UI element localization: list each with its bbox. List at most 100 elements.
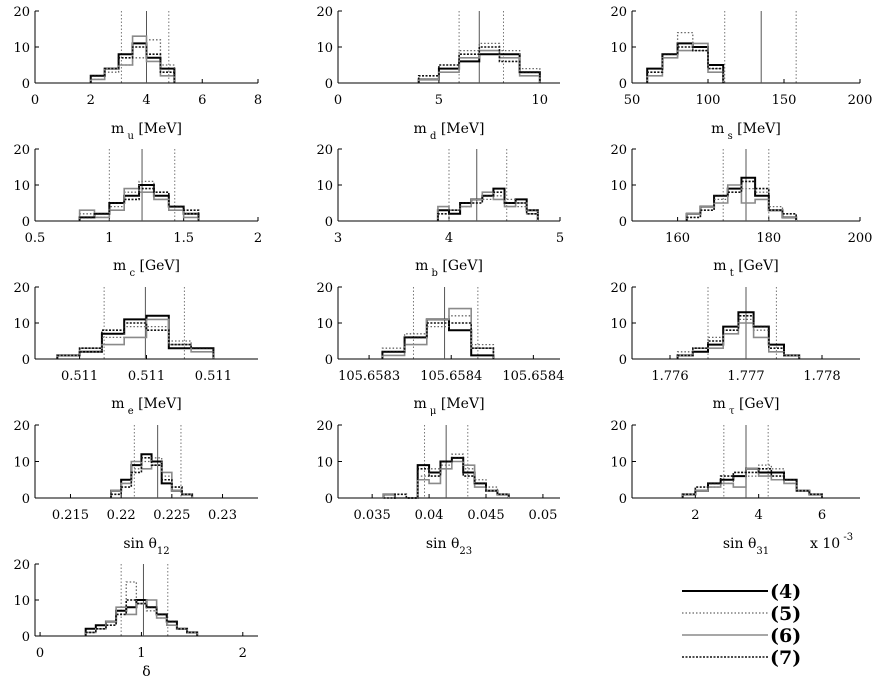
x-axis-label: m d [MeV] (414, 121, 485, 142)
x-tick-label: 4 (755, 508, 763, 523)
y-tick-label: 20 (610, 281, 627, 296)
x-tick-label: 10 (532, 93, 549, 108)
histogram-series-7 (110, 457, 193, 498)
histogram-series-5 (437, 195, 539, 221)
legend-label-4: (4) (770, 581, 801, 603)
x-tick-label: 200 (848, 93, 872, 108)
legend: (4)(5)(6)(7) (682, 581, 801, 669)
y-tick-label: 0 (325, 215, 333, 230)
histogram-series-7 (681, 468, 823, 498)
x-tick-label: 0.045 (467, 508, 504, 523)
x-tick-label: 180 (756, 231, 781, 246)
histogram-series-6 (78, 187, 200, 221)
histogram-series-6 (381, 307, 495, 359)
x-tick-label: 4 (142, 93, 150, 108)
y-tick-label: 0 (325, 77, 333, 92)
y-tick-label: 20 (610, 419, 627, 434)
x-tick-label: 0.5 (25, 231, 46, 246)
x-tick-label: 2 (691, 508, 699, 523)
x-tick-label: 200 (848, 231, 872, 246)
y-tick-label: 10 (13, 179, 30, 194)
y-tick-label: 0 (619, 353, 627, 368)
x-tick-label: 5 (435, 93, 443, 108)
x-axis-label: sin θ23 (426, 536, 472, 557)
y-tick-label: 0 (22, 492, 30, 507)
y-tick-label: 0 (619, 215, 627, 230)
histogram-series-4 (436, 187, 539, 221)
y-tick-label: 0 (22, 353, 30, 368)
y-tick-label: 10 (316, 41, 333, 56)
x-tick-label: 8 (254, 93, 262, 108)
histogram-series-7 (676, 315, 800, 359)
x-tick-label: 6 (198, 93, 206, 108)
y-tick-label: 0 (325, 492, 333, 507)
x-tick-label: 0.511 (128, 369, 165, 384)
y-tick-label: 10 (13, 317, 30, 332)
panel-s23: 0 10 20 0.035 0.04 0.045 0.05 sin θ23 (316, 419, 560, 557)
legend-label-7: (7) (770, 647, 801, 669)
x-tick-label: 4 (445, 231, 453, 246)
x-tick-label: 0.04 (415, 508, 444, 523)
x-tick-label: 1 (105, 231, 113, 246)
histogram-series-6 (646, 42, 724, 83)
panel-delta: 0 10 20 0 1 2 δ (13, 558, 258, 680)
panel-mmu: 0 10 20 105.6583 105.6584 105.6584 m μ [MeV] (316, 281, 564, 417)
histogram-series-7 (78, 187, 200, 221)
y-tick-label: 20 (13, 281, 30, 296)
y-tick-label: 20 (316, 143, 333, 158)
x-tick-label: 0.23 (208, 508, 237, 523)
y-tick-label: 10 (13, 41, 30, 56)
y-tick-label: 20 (13, 419, 30, 434)
x-tick-label: 5 (556, 231, 564, 246)
x-tick-label: 1.778 (803, 369, 840, 384)
y-tick-label: 10 (610, 317, 627, 332)
x-tick-label: 1.776 (651, 369, 688, 384)
x-tick-label: 150 (772, 93, 797, 108)
histogram-series-7 (381, 322, 495, 359)
y-tick-label: 0 (22, 630, 30, 645)
panel-s12: 0 10 20 0.215 0.22 0.225 0.23 sin θ12 (13, 419, 258, 557)
x-tick-label: 1.5 (173, 231, 194, 246)
histogram-series-6 (681, 468, 823, 498)
histogram-series-7 (84, 599, 198, 636)
x-tick-label: 0 (334, 93, 342, 108)
x-tick-label: 3 (334, 231, 342, 246)
x-axis-label: sin θ12 (123, 536, 169, 557)
x-tick-label: 0.215 (52, 508, 89, 523)
histogram-series-4 (381, 318, 495, 359)
panel-mc: 0 10 20 0.5 1 1.5 2 m c [GeV] (13, 143, 262, 279)
y-tick-label: 0 (325, 353, 333, 368)
panel-mt: 0 10 20 160 180 200 m t [GeV] (610, 143, 872, 279)
panel-ms: 0 10 20 50 100 150 200 m s [MeV] (610, 5, 872, 142)
x-tick-label: 0.511 (61, 369, 98, 384)
y-tick-label: 20 (316, 5, 333, 20)
y-tick-label: 20 (316, 281, 333, 296)
x-tick-label: 50 (624, 93, 641, 108)
x-tick-label: 0.225 (153, 508, 190, 523)
y-tick-label: 0 (22, 77, 30, 92)
histogram-series-6 (56, 318, 215, 359)
histogram-series-7 (56, 322, 215, 359)
x-tick-label: 0.05 (528, 508, 557, 523)
y-tick-label: 20 (610, 5, 627, 20)
x-axis-label: m u [MeV] (111, 121, 182, 142)
x-tick-label: 1.777 (727, 369, 764, 384)
y-tick-label: 20 (13, 143, 30, 158)
x-axis-label: m s [MeV] (711, 121, 781, 142)
y-tick-label: 10 (316, 456, 333, 471)
x-tick-label: 105.6584 (420, 369, 482, 384)
histogram-series-7 (685, 180, 797, 221)
histogram-series-5 (56, 325, 215, 359)
y-tick-label: 10 (316, 179, 333, 194)
panel-md: 0 10 20 0 5 10 m d [MeV] (316, 5, 560, 142)
x-axis-label: sin θ31 (723, 536, 769, 557)
y-tick-label: 20 (610, 143, 627, 158)
y-tick-label: 0 (619, 492, 627, 507)
y-tick-label: 10 (610, 179, 627, 194)
histogram-series-6 (84, 599, 198, 636)
x-tick-label: 2 (87, 93, 95, 108)
histogram-series-7 (417, 46, 541, 83)
y-tick-label: 0 (619, 77, 627, 92)
histogram-series-7 (89, 46, 176, 83)
